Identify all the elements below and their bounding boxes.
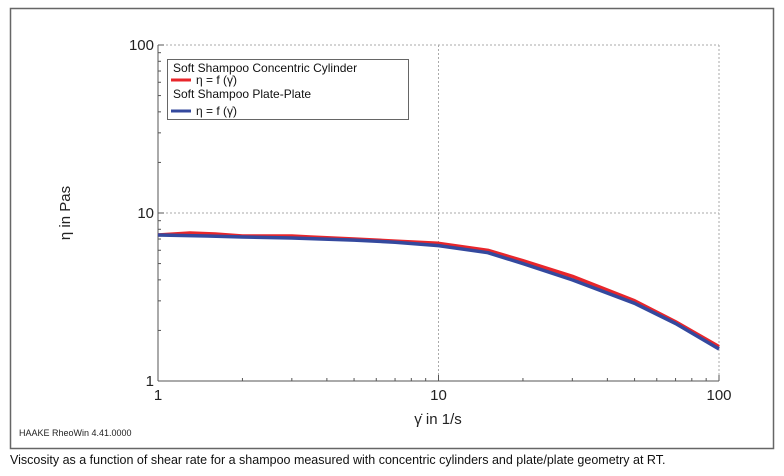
x-tick-label: 100 (706, 387, 731, 404)
legend-label-1: η = f (γ̇) (196, 73, 237, 87)
y-tick-label: 1 (146, 373, 154, 390)
series-group (157, 231, 720, 351)
x-tick-label: 10 (430, 387, 447, 404)
legend-title-1: Soft Shampoo Concentric Cylinder (173, 61, 357, 75)
grid (158, 44, 720, 381)
legend-label-2: η = f (γ̇) (196, 104, 237, 118)
series-line-plate-plate (157, 233, 720, 351)
y-tick-label: 100 (129, 37, 154, 54)
y-axis-label: η in Pas (57, 186, 74, 240)
x-axis-label: γ̇ in 1/s (414, 411, 462, 428)
legend-box (167, 59, 409, 120)
axes: 1 10 100 1 10 100 (129, 37, 732, 404)
y-tick-label: 10 (137, 205, 154, 222)
software-label: HAAKE RheoWin 4.41.0000 (19, 428, 132, 438)
legend: Soft Shampoo Concentric Cylinder η = f (… (167, 59, 409, 120)
legend-title-2: Soft Shampoo Plate-Plate (173, 87, 311, 101)
figure-caption: Viscosity as a function of shear rate fo… (10, 453, 666, 467)
x-tick-label: 1 (154, 387, 162, 404)
